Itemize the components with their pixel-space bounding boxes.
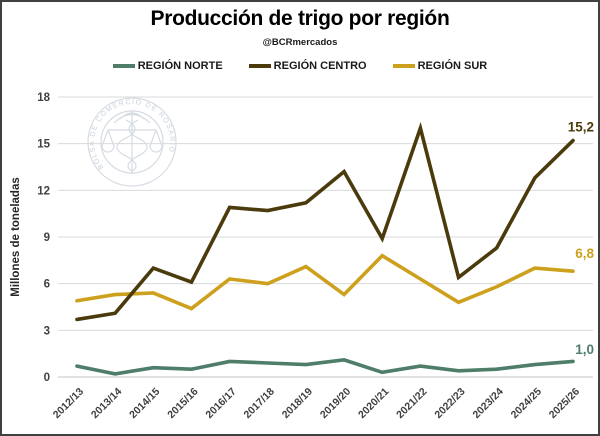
x-tick-label: 2024/25 [509,386,544,421]
scale-pan-right-icon [149,129,163,153]
y-tick-label: 18 [37,92,50,104]
legend-item-region-sur: REGIÓN SUR [392,60,488,72]
caduceus-wings-icon [113,112,151,124]
serpent-right-icon [127,119,148,172]
x-tick-label: 2020/21 [356,386,391,421]
x-tick-label: 2021/22 [394,386,429,421]
series-line-2 [75,253,575,311]
y-tick-label: 9 [44,232,50,244]
legend-line-swatch-norte [112,64,135,68]
chart-title: Producción de trigo por región [150,7,450,30]
legend-line-swatch-sur [392,64,415,68]
x-tick-label: 2017/18 [242,386,277,421]
legend: REGIÓN NORTE REGIÓN CENTRO REGIÓN SUR [2,60,598,72]
y-axis-title: Millones de toneladas [10,177,22,297]
watermark-logo [87,97,177,187]
x-tick-label: 2015/16 [165,386,200,421]
series-line-1 [75,121,575,322]
serpent-left-icon [116,119,137,172]
y-tick-label: 12 [37,185,50,197]
legend-item-region-centro: REGIÓN CENTRO [248,60,367,72]
y-tick-label: 3 [44,325,50,337]
series-end-label-0: 1,0 [575,342,594,357]
legend-label-sur: REGIÓN SUR [417,60,488,72]
scale-pan-left-icon [101,129,115,153]
x-tick-label: 2023/24 [470,386,505,421]
legend-line-swatch-centro [248,64,271,68]
x-tick-label: 2018/19 [280,386,315,421]
x-tick-label: 2022/23 [432,386,467,421]
y-tick-label: 0 [44,372,50,384]
x-tick-label: 2016/17 [203,386,238,421]
series-end-label-1: 15,2 [568,120,594,135]
y-tick-label: 15 [37,139,50,151]
watermark-outer-circle [87,97,177,187]
legend-label-norte: REGIÓN NORTE [137,60,223,72]
legend-label-centro: REGIÓN CENTRO [273,60,367,72]
x-tick-label: 2019/20 [318,386,353,421]
series-end-label-2: 6,8 [575,246,594,261]
series-line-0 [75,358,575,376]
x-tick-label: 2025/26 [547,386,582,421]
legend-item-region-norte: REGIÓN NORTE [112,60,223,72]
chart-subtitle: @BCRmercados [262,37,338,48]
x-tick-label: 2014/15 [127,386,162,421]
y-tick-label: 6 [44,279,50,291]
x-tick-label: 2012/13 [51,386,86,421]
x-tick-label: 2013/14 [89,386,124,421]
